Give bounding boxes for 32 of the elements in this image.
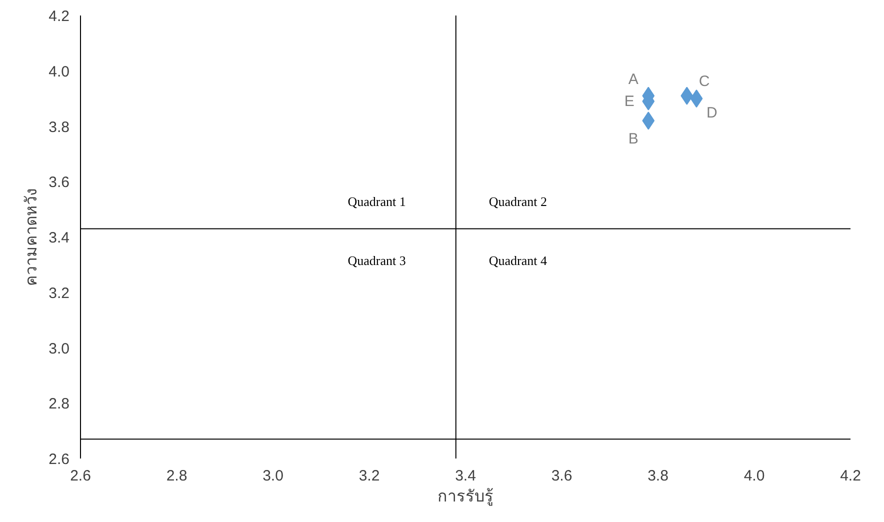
y-tick-label: 2.8 <box>48 396 70 413</box>
text: E <box>624 92 634 110</box>
y-tick-label: 3.8 <box>48 118 70 136</box>
text: C <box>698 72 710 90</box>
point <box>680 86 694 105</box>
text: B <box>628 130 638 148</box>
annotation: Quadrant 3 <box>348 253 406 268</box>
y-tick-label: 3.4 <box>48 230 70 246</box>
x-tick-label: 2.8 <box>166 468 188 484</box>
y-tick-label: 3.0 <box>48 340 70 358</box>
annotation: Quadrant 4 <box>488 253 548 268</box>
x-axis-title: การรับรู้ <box>438 488 494 506</box>
y-axis-title: ความคาดหวัง <box>24 188 41 286</box>
x-tick-label: 3.2 <box>358 468 380 484</box>
x-tick-label: 3.8 <box>648 468 668 484</box>
text: D <box>706 104 718 122</box>
x-tick-label: 2.6 <box>70 468 91 484</box>
annotation: Quadrant 1 <box>348 194 406 210</box>
y-tick-label: 3.6 <box>48 174 70 192</box>
y-tick-label: 4.2 <box>48 8 70 25</box>
x-tick-label: 4.0 <box>744 468 765 484</box>
y-tick-label: 2.6 <box>48 451 70 468</box>
text: A <box>628 70 638 88</box>
y-tick-label: 4.0 <box>48 63 70 80</box>
annotation: Quadrant 2 <box>488 194 547 210</box>
y-tick-label: 3.2 <box>48 284 70 302</box>
x-tick-label: 3.6 <box>551 468 572 484</box>
x-tick-label: 4.2 <box>840 468 861 484</box>
point <box>642 112 655 130</box>
x-tick-label: 3.4 <box>455 468 476 484</box>
point <box>690 90 703 108</box>
x-tick-label: 3.0 <box>262 468 284 484</box>
